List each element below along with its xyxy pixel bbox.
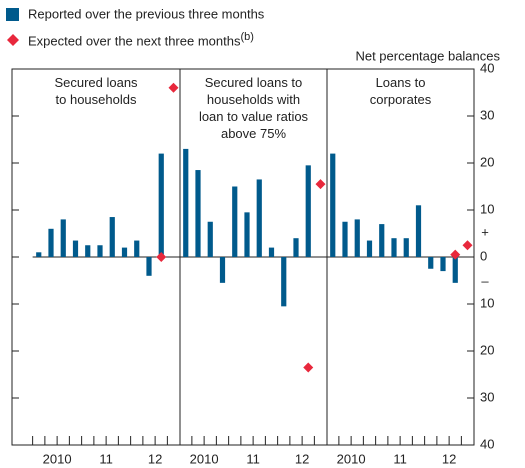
- legend-label: Reported over the previous three months: [28, 6, 265, 21]
- x-tick-label: 12: [295, 451, 309, 466]
- x-tick-label: 11: [393, 451, 407, 466]
- bar: [268, 247, 275, 257]
- bar: [440, 257, 446, 272]
- expected-marker: [168, 82, 179, 93]
- legend-footnote: (b): [240, 31, 253, 43]
- expected-marker: [303, 362, 314, 373]
- annotation: +: [481, 224, 489, 239]
- legend-swatch: [7, 34, 19, 46]
- bar: [134, 240, 140, 257]
- bar: [109, 217, 115, 257]
- x-tick-label: 2010: [43, 451, 72, 466]
- x-tick-label: 2010: [337, 451, 366, 466]
- y-tick-label: 0: [480, 248, 487, 263]
- bar: [305, 165, 311, 257]
- bar: [195, 170, 201, 257]
- y-tick-label: 20: [480, 154, 494, 169]
- bar: [403, 238, 409, 257]
- bar: [60, 219, 66, 257]
- bar: [121, 247, 128, 257]
- bar: [354, 219, 360, 257]
- bar: [146, 257, 152, 276]
- y-tick-label: 40: [480, 436, 494, 451]
- bar: [366, 240, 373, 257]
- y-tick-label: 30: [480, 389, 494, 404]
- legend-swatch: [6, 8, 19, 21]
- bar: [256, 179, 262, 257]
- bar: [342, 221, 348, 257]
- bar: [85, 245, 91, 257]
- y-tick-label: 40: [480, 60, 494, 75]
- panel-title: Loans to corporates: [369, 75, 432, 107]
- bar: [219, 257, 226, 283]
- bar: [452, 257, 458, 283]
- bar: [281, 257, 287, 307]
- panel-title: Secured loans to households with loan to…: [198, 75, 309, 141]
- x-tick-label: 12: [148, 451, 162, 466]
- y-tick-label: 20: [480, 342, 494, 357]
- bar: [72, 240, 79, 257]
- y-tick-label: 30: [480, 107, 494, 122]
- bar: [158, 153, 164, 257]
- bar: [232, 186, 238, 257]
- bar: [183, 148, 189, 257]
- bar: [207, 221, 213, 257]
- bar: [48, 228, 54, 257]
- annotation: –: [481, 273, 489, 288]
- x-tick-label: 11: [246, 451, 260, 466]
- x-tick-label: 11: [99, 451, 113, 466]
- expected-marker: [156, 252, 167, 262]
- expected-marker: [450, 249, 461, 260]
- bar: [244, 212, 250, 257]
- y-tick-label: 10: [480, 295, 494, 310]
- legend-label: Expected over the next three months(b): [28, 31, 254, 49]
- expected-marker: [462, 240, 473, 251]
- bar: [293, 238, 299, 257]
- bar: [415, 205, 422, 257]
- y-axis-label: Net percentage balances: [355, 48, 500, 63]
- y-tick-label: 10: [480, 201, 494, 216]
- x-tick-label: 2010: [190, 451, 219, 466]
- panel-title: Secured loans to households: [54, 75, 138, 107]
- bar: [36, 252, 42, 257]
- expected-marker: [315, 179, 326, 190]
- bar: [428, 257, 434, 269]
- x-tick-label: 12: [442, 451, 456, 466]
- bar: [97, 245, 103, 257]
- bar: [330, 153, 336, 257]
- bar: [391, 238, 397, 257]
- bar: [379, 224, 385, 257]
